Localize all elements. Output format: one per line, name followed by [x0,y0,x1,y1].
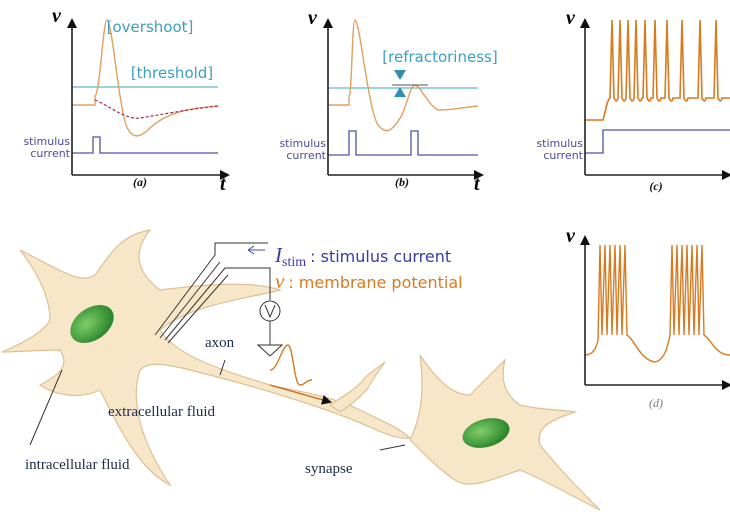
neuron-label: intracellular fluid [25,457,130,473]
neuron-label: extracellular fluid [108,404,216,420]
legend-text: : stimulus current [310,247,451,266]
figure: vt(a)[overshoot][threshold]stimuluscurre… [0,0,730,512]
panel-label: (d) [649,396,663,410]
subthreshold-trace [95,100,218,118]
neuron-label: axon [205,335,235,351]
annotation: [refractoriness] [382,48,497,66]
legend-entry: v: membrane potential [275,269,463,293]
stimulus-label: current [286,149,326,162]
stimulus-trace [328,131,478,155]
stimulus-trace [72,137,218,153]
y-axis-label: v [566,7,576,29]
x-axis-label: t [474,173,481,195]
legend-text: : membrane potential [288,273,462,292]
stimulus-label: current [543,149,583,162]
annotation: [overshoot] [107,18,194,36]
neuron-label: synapse [305,461,353,477]
stimulus-trace [585,130,730,153]
panel-label: (c) [649,179,662,193]
y-axis-label: v [566,225,576,247]
y-axis-label: v [308,7,318,29]
spike-trace [328,20,478,131]
legend-entry: Istim: stimulus current [274,243,451,270]
burst-trace [585,245,730,362]
panel-label: (b) [395,175,409,189]
annotation: [threshold] [131,64,213,82]
y-axis-label: v [52,5,62,27]
stimulus-label: current [30,147,70,160]
x-axis-label: t [220,173,227,195]
spike-train [585,20,730,120]
panel-label: (a) [133,175,147,189]
legend-symbol: v [275,269,285,293]
legend-subscript: stim [282,255,306,270]
